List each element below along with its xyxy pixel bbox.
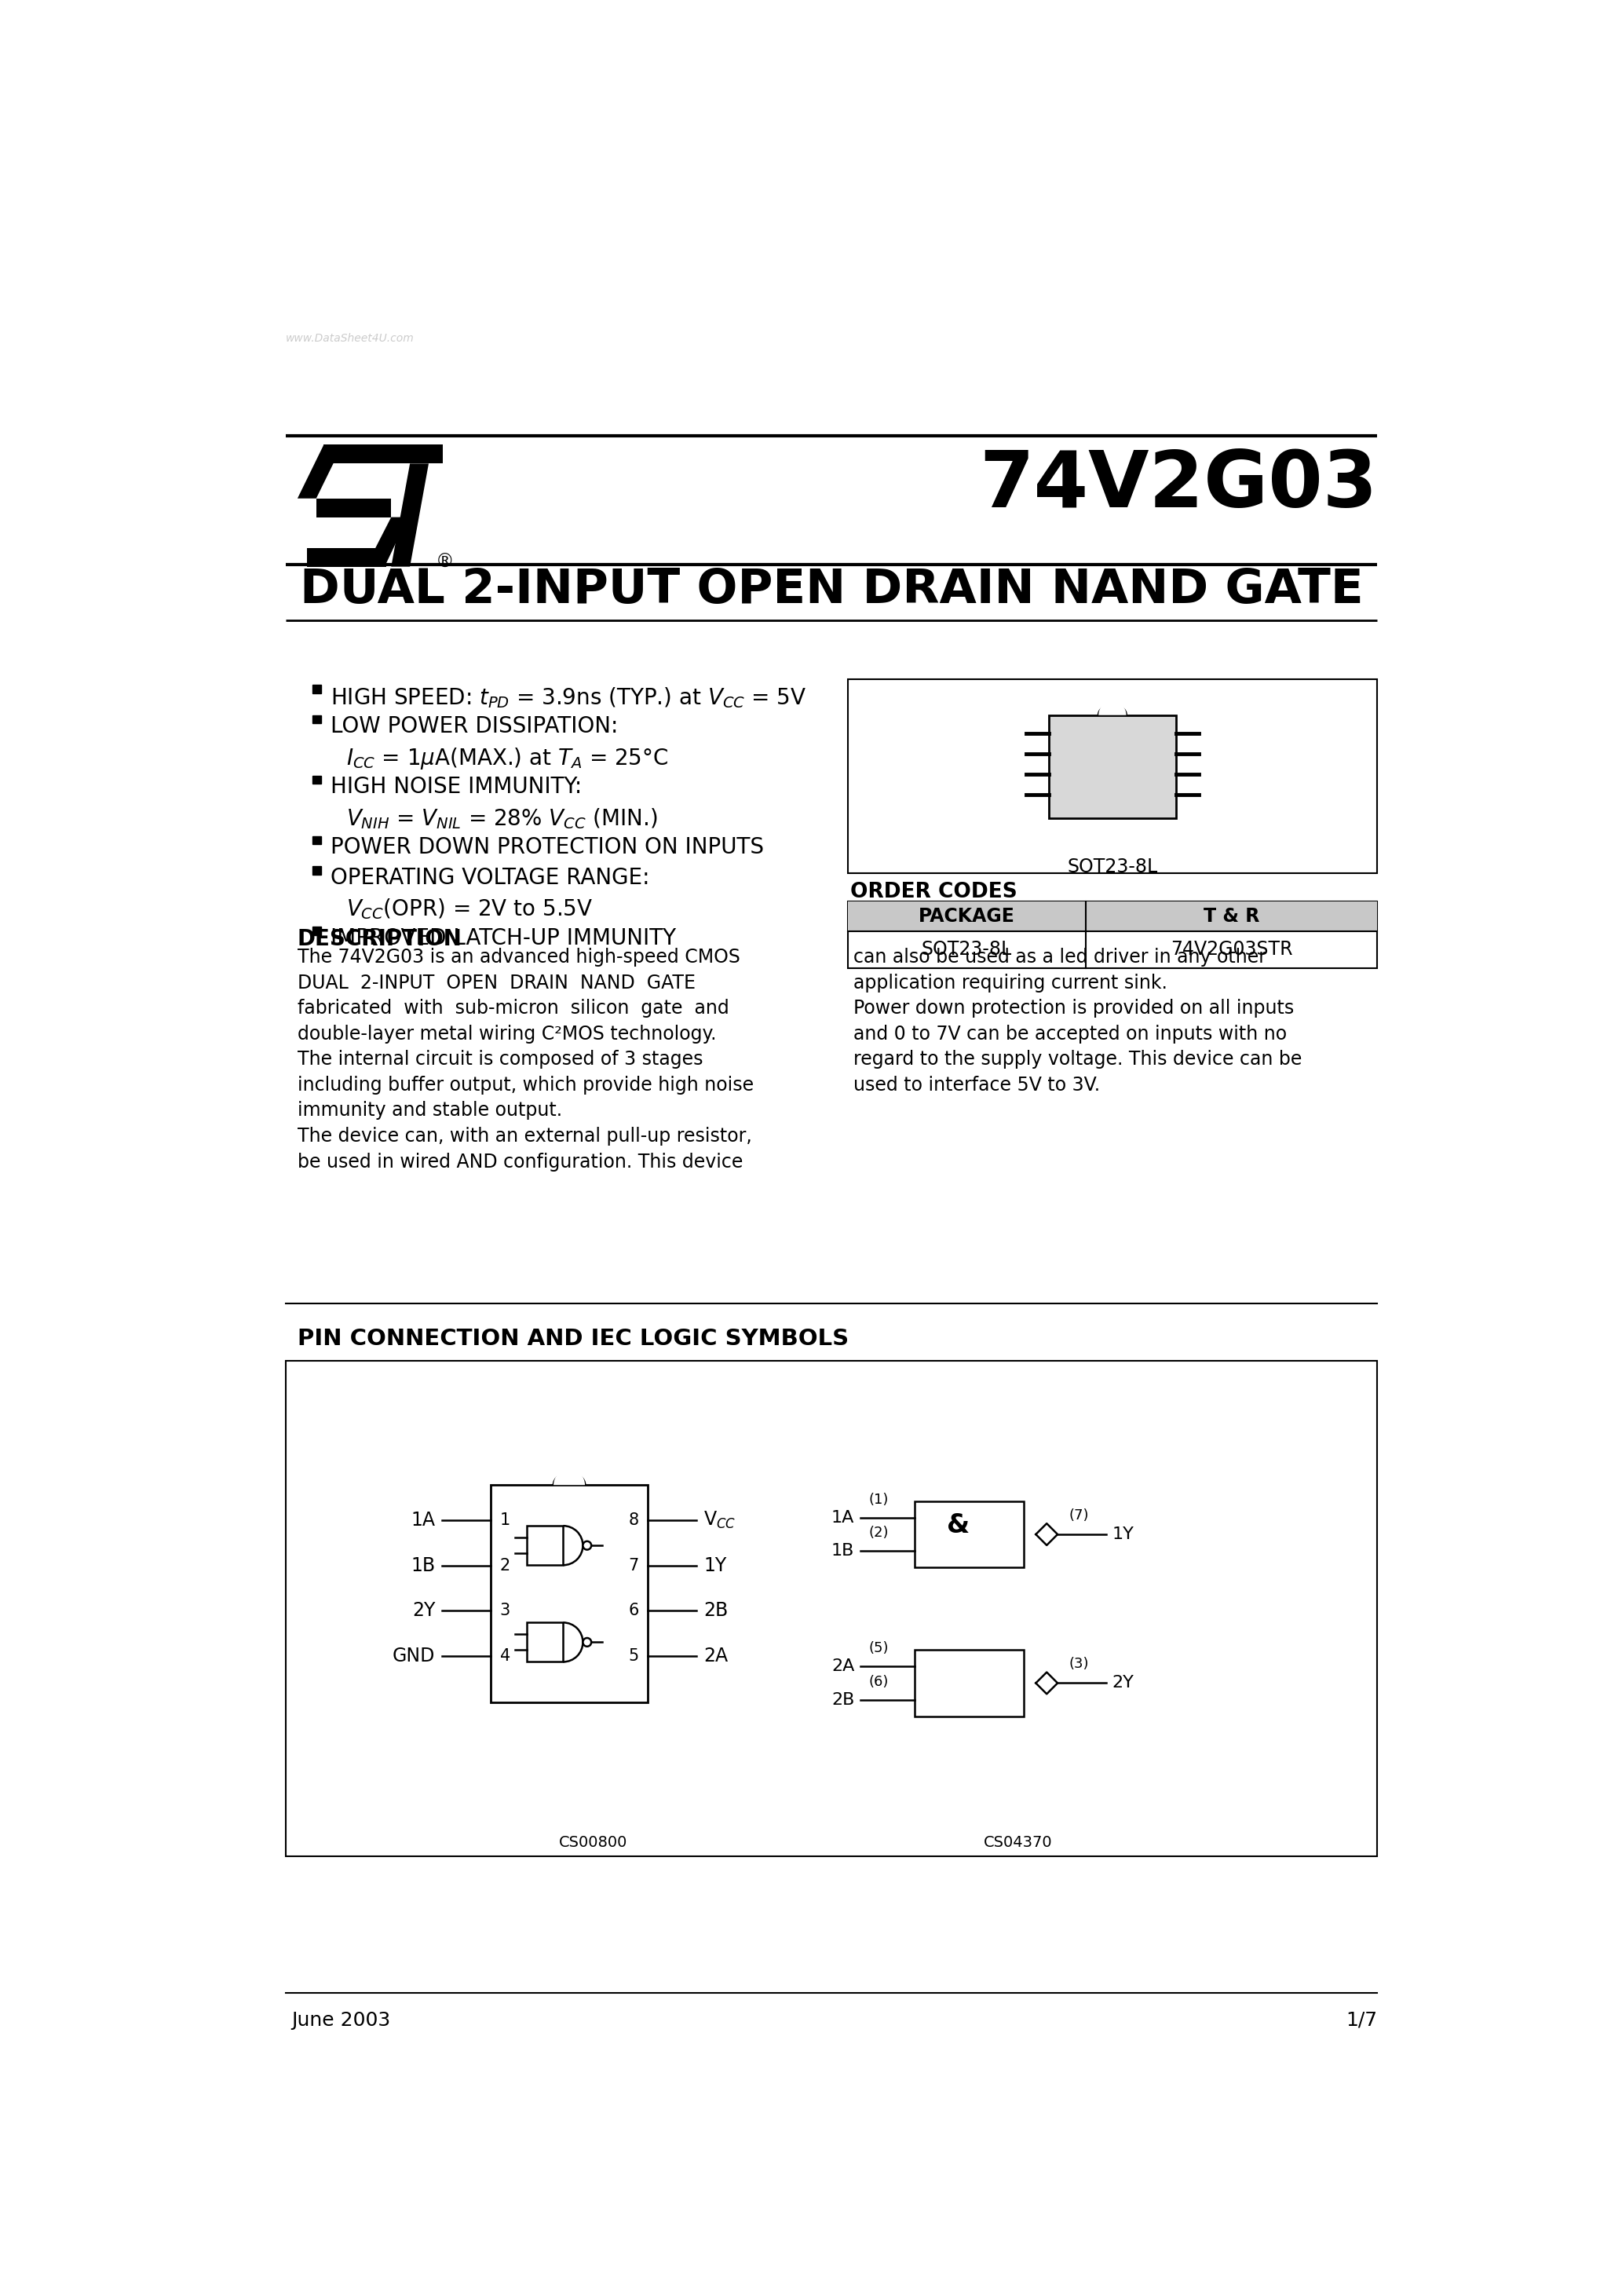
Text: T & R: T & R [1204,907,1260,925]
Text: 74V2G03STR: 74V2G03STR [1171,941,1293,960]
Text: 2Y: 2Y [1113,1676,1134,1690]
Text: 1B: 1B [410,1557,435,1575]
Bar [848,902,1377,969]
Text: ®: ® [435,553,454,572]
Text: June 2003: June 2003 [292,2011,391,2030]
Text: ORDER CODES: ORDER CODES [850,882,1017,902]
Bar [527,1623,563,1662]
Text: (6): (6) [869,1674,889,1690]
Text: The 74V2G03 is an advanced high-speed CMOS
DUAL  2-INPUT  OPEN  DRAIN  NAND  GAT: The 74V2G03 is an advanced high-speed CM… [297,948,754,1171]
Text: POWER DOWN PROTECTION ON INPUTS: POWER DOWN PROTECTION ON INPUTS [331,836,764,859]
Wedge shape [553,1469,586,1486]
Text: 2: 2 [500,1557,511,1573]
Text: V$_{CC}$: V$_{CC}$ [704,1511,736,1531]
Polygon shape [324,445,401,464]
Text: 1B: 1B [832,1543,855,1559]
Text: 5: 5 [628,1649,639,1665]
Text: 3: 3 [500,1603,511,1619]
Text: can also be used as a led driver in any other
application requiring current sink: can also be used as a led driver in any … [853,948,1302,1095]
Text: (7): (7) [1069,1508,1088,1522]
Text: DUAL 2-INPUT OPEN DRAIN NAND GATE: DUAL 2-INPUT OPEN DRAIN NAND GATE [300,567,1362,613]
Bar [313,836,321,845]
Text: 1: 1 [500,1513,511,1527]
Text: $I_{CC}$ = 1$\mu$A(MAX.) at $T_{A}$ = 25°C: $I_{CC}$ = 1$\mu$A(MAX.) at $T_{A}$ = 25… [345,746,668,771]
Text: CS00800: CS00800 [560,1835,628,1851]
Text: 6: 6 [628,1603,639,1619]
Text: www.DataSheet4U.com: www.DataSheet4U.com [285,333,414,344]
Text: 2Y: 2Y [412,1600,435,1621]
Bar [915,1502,1023,1568]
Text: 1Y: 1Y [704,1557,727,1575]
Bar [848,680,1377,872]
Bar [1049,714,1176,817]
Text: DESCRIPTION: DESCRIPTION [297,928,462,951]
Polygon shape [391,464,428,567]
Bar [313,776,321,783]
Text: PIN CONNECTION AND IEC LOGIC SYMBOLS: PIN CONNECTION AND IEC LOGIC SYMBOLS [297,1327,848,1350]
Text: 7: 7 [628,1557,639,1573]
Bar [313,714,321,723]
Text: SOT23-8L: SOT23-8L [921,941,1012,960]
Text: (1): (1) [869,1492,889,1506]
Text: HIGH NOISE IMMUNITY:: HIGH NOISE IMMUNITY: [331,776,582,799]
Text: $V_{NIH}$ = $V_{NIL}$ = 28% $V_{CC}$ (MIN.): $V_{NIH}$ = $V_{NIL}$ = 28% $V_{CC}$ (MI… [345,806,657,831]
Polygon shape [297,445,342,498]
Text: 1/7: 1/7 [1346,2011,1377,2030]
Text: 1Y: 1Y [1113,1527,1134,1543]
Text: &: & [947,1513,970,1538]
Bar [527,1527,563,1566]
Text: SOT23-8L: SOT23-8L [1067,859,1158,877]
Text: $V_{CC}$(OPR) = 2V to 5.5V: $V_{CC}$(OPR) = 2V to 5.5V [345,898,592,921]
Bar [491,1486,647,1704]
Text: (3): (3) [1069,1658,1088,1671]
Text: HIGH SPEED: $t_{PD}$ = 3.9ns (TYP.) at $V_{CC}$ = 5V: HIGH SPEED: $t_{PD}$ = 3.9ns (TYP.) at $… [331,687,806,709]
Text: LOW POWER DISSIPATION:: LOW POWER DISSIPATION: [331,716,618,737]
Bar [915,1651,1023,1717]
Bar [285,1362,1377,1857]
Polygon shape [391,445,443,464]
Polygon shape [307,549,386,567]
Text: 2A: 2A [704,1646,728,1665]
Text: 8: 8 [628,1513,639,1527]
Text: GND: GND [393,1646,435,1665]
Text: 2A: 2A [832,1658,855,1674]
Text: PACKAGE: PACKAGE [918,907,1015,925]
Text: OPERATING VOLTAGE RANGE:: OPERATING VOLTAGE RANGE: [331,868,650,889]
Text: 2B: 2B [832,1692,855,1708]
Text: 2B: 2B [704,1600,728,1621]
Text: 1A: 1A [410,1511,435,1529]
Text: IMPROVED LATCH-UP IMMUNITY: IMPROVED LATCH-UP IMMUNITY [331,928,676,948]
Text: 74V2G03: 74V2G03 [978,448,1377,523]
Circle shape [582,1637,592,1646]
Text: (2): (2) [869,1527,889,1541]
Bar [313,684,321,693]
Text: (5): (5) [869,1642,889,1655]
Polygon shape [316,498,391,517]
Wedge shape [1098,700,1126,714]
Polygon shape [367,517,409,567]
Bar [848,902,1377,932]
Text: 1A: 1A [832,1511,855,1525]
Bar [313,928,321,934]
Bar [313,866,321,875]
Text: 4: 4 [500,1649,511,1665]
Circle shape [582,1541,592,1550]
Text: CS04370: CS04370 [983,1835,1053,1851]
